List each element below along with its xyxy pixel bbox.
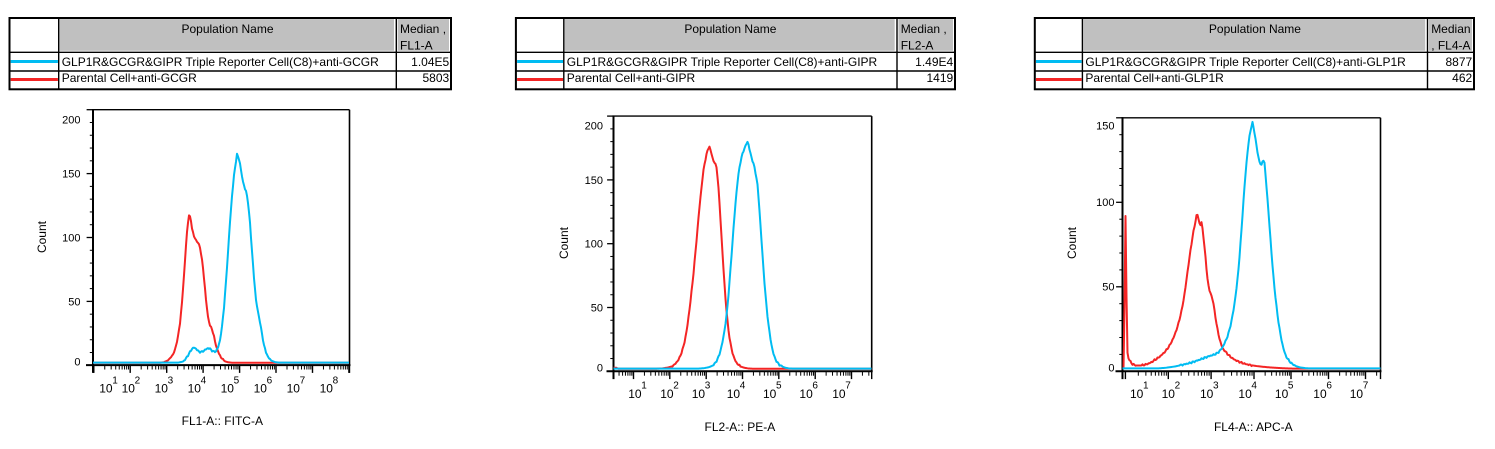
svg-text:Population Name: Population Name — [181, 22, 273, 36]
svg-text:10: 10 — [799, 387, 813, 401]
svg-text:Count: Count — [35, 220, 49, 253]
svg-text:10: 10 — [221, 381, 235, 395]
svg-text:10: 10 — [1200, 387, 1214, 401]
svg-text:10: 10 — [1238, 387, 1252, 401]
svg-text:10: 10 — [1130, 387, 1144, 401]
svg-text:Count: Count — [1065, 226, 1079, 259]
svg-text:10: 10 — [1275, 387, 1289, 401]
svg-text:200: 200 — [62, 115, 80, 127]
svg-text:10: 10 — [320, 381, 334, 395]
svg-text:3: 3 — [168, 375, 174, 386]
svg-text:8877: 8877 — [1445, 55, 1472, 69]
svg-text:Parental Cell+anti-GIPR: Parental Cell+anti-GIPR — [567, 71, 696, 85]
svg-text:2: 2 — [1175, 380, 1181, 391]
svg-text:Median ,: Median , — [901, 22, 947, 36]
svg-text:10: 10 — [763, 387, 777, 401]
svg-text:10: 10 — [692, 387, 706, 401]
svg-text:10: 10 — [99, 381, 113, 395]
svg-text:200: 200 — [585, 121, 603, 133]
svg-text:Parental Cell+anti-GLP1R: Parental Cell+anti-GLP1R — [1085, 71, 1224, 85]
svg-text:100: 100 — [585, 239, 603, 251]
svg-text:10: 10 — [1162, 387, 1176, 401]
svg-text:1: 1 — [641, 380, 647, 391]
svg-text:0: 0 — [74, 357, 80, 369]
svg-text:150: 150 — [1096, 121, 1114, 133]
svg-text:5: 5 — [234, 375, 240, 386]
svg-text:2: 2 — [135, 375, 141, 386]
svg-text:Population Name: Population Name — [684, 22, 776, 36]
svg-text:1: 1 — [112, 375, 118, 386]
svg-text:3: 3 — [705, 380, 711, 391]
svg-text:100: 100 — [1096, 197, 1114, 209]
svg-text:7: 7 — [845, 380, 851, 391]
svg-text:10: 10 — [1350, 387, 1364, 401]
svg-text:10: 10 — [1313, 387, 1327, 401]
svg-text:0: 0 — [597, 363, 603, 375]
svg-text:2: 2 — [673, 380, 679, 391]
svg-text:50: 50 — [68, 296, 80, 308]
svg-text:10: 10 — [287, 381, 301, 395]
svg-text:1.04E5: 1.04E5 — [411, 55, 449, 69]
svg-text:6: 6 — [267, 375, 273, 386]
svg-text:462: 462 — [1452, 71, 1472, 85]
svg-text:GLP1R&GCGR&GIPR Triple Reporte: GLP1R&GCGR&GIPR Triple Reporter Cell(C8)… — [567, 55, 878, 69]
svg-text:10: 10 — [727, 387, 741, 401]
svg-text:150: 150 — [62, 169, 80, 181]
svg-text:4: 4 — [1251, 380, 1257, 391]
svg-text:10: 10 — [155, 381, 169, 395]
svg-text:100: 100 — [62, 232, 80, 244]
svg-text:6: 6 — [1326, 380, 1332, 391]
svg-text:Median: Median — [1431, 22, 1470, 36]
svg-text:5: 5 — [1288, 380, 1294, 391]
svg-text:7: 7 — [300, 375, 306, 386]
svg-text:10: 10 — [254, 381, 268, 395]
svg-text:10: 10 — [122, 381, 136, 395]
svg-text:3: 3 — [1213, 380, 1219, 391]
svg-text:FL1-A: FL1-A — [400, 38, 433, 52]
svg-text:FL4-A:: APC-A: FL4-A:: APC-A — [1214, 420, 1293, 434]
svg-text:FL1-A:: FITC-A: FL1-A:: FITC-A — [182, 414, 263, 428]
svg-text:GLP1R&GCGR&GIPR Triple Reporte: GLP1R&GCGR&GIPR Triple Reporter Cell(C8)… — [62, 55, 379, 69]
svg-text:10: 10 — [660, 387, 674, 401]
svg-text:Count: Count — [557, 226, 571, 259]
svg-text:FL2-A: FL2-A — [901, 38, 934, 52]
svg-text:150: 150 — [585, 175, 603, 187]
svg-text:10: 10 — [628, 387, 642, 401]
svg-text:4: 4 — [740, 380, 746, 391]
svg-text:, FL4-A: , FL4-A — [1431, 38, 1470, 52]
svg-text:4: 4 — [201, 375, 207, 386]
svg-text:1: 1 — [1143, 380, 1149, 391]
svg-text:50: 50 — [1102, 282, 1114, 294]
svg-text:0: 0 — [1108, 363, 1114, 375]
svg-text:1419: 1419 — [926, 71, 953, 85]
svg-text:5803: 5803 — [422, 71, 449, 85]
svg-text:Population Name: Population Name — [1209, 22, 1301, 36]
svg-text:10: 10 — [832, 387, 846, 401]
svg-text:50: 50 — [591, 302, 603, 314]
svg-text:5: 5 — [776, 380, 782, 391]
svg-text:1.49E4: 1.49E4 — [915, 55, 953, 69]
svg-text:Parental Cell+anti-GCGR: Parental Cell+anti-GCGR — [62, 71, 197, 85]
svg-text:GLP1R&GCGR&GIPR Triple Reporte: GLP1R&GCGR&GIPR Triple Reporter Cell(C8)… — [1085, 55, 1406, 69]
svg-text:Median ,: Median , — [400, 22, 446, 36]
svg-text:8: 8 — [333, 375, 339, 386]
svg-text:10: 10 — [188, 381, 202, 395]
svg-text:7: 7 — [1363, 380, 1369, 391]
svg-text:FL2-A:: PE-A: FL2-A:: PE-A — [705, 420, 776, 434]
svg-text:6: 6 — [812, 380, 818, 391]
